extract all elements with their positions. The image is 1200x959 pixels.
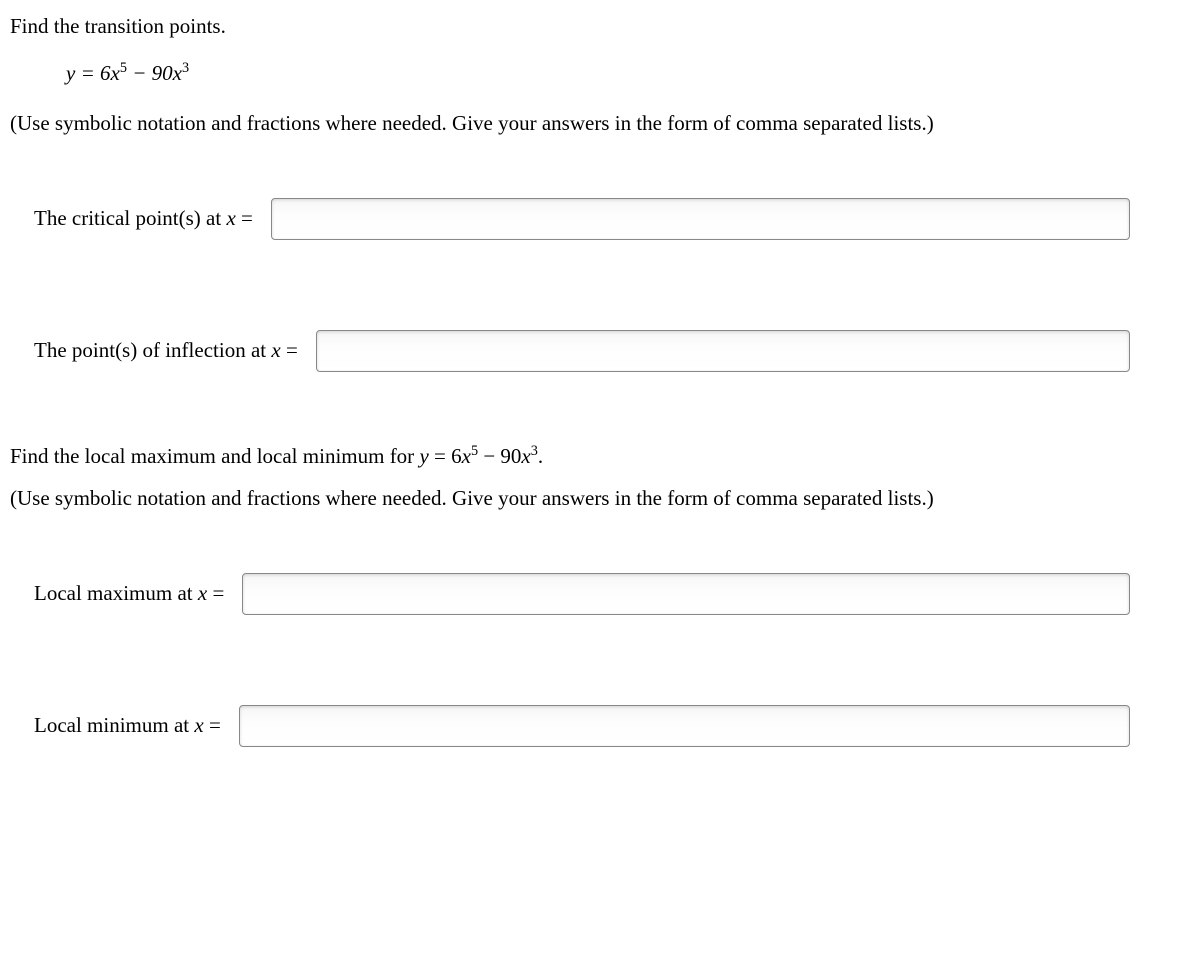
local-minimum-label: Local minimum at x = <box>34 711 221 740</box>
local-minimum-row: Local minimum at x = <box>34 705 1190 747</box>
section2-instruction: (Use symbolic notation and fractions whe… <box>10 484 1190 513</box>
local-maximum-label: Local maximum at x = <box>34 579 224 608</box>
inflection-points-input[interactable] <box>316 330 1130 372</box>
inflection-points-row: The point(s) of inflection at x = <box>34 330 1190 372</box>
section1-equation: y = 6x5 − 90x3 <box>66 59 1190 88</box>
local-maximum-row: Local maximum at x = <box>34 573 1190 615</box>
section2-prompt: Find the local maximum and local minimum… <box>10 442 1190 471</box>
critical-points-label: The critical point(s) at x = <box>34 204 253 233</box>
section1-instruction: (Use symbolic notation and fractions whe… <box>10 109 1190 138</box>
critical-points-row: The critical point(s) at x = <box>34 198 1190 240</box>
local-minimum-input[interactable] <box>239 705 1130 747</box>
critical-points-input[interactable] <box>271 198 1130 240</box>
inflection-points-label: The point(s) of inflection at x = <box>34 336 298 365</box>
local-maximum-input[interactable] <box>242 573 1130 615</box>
section1-prompt: Find the transition points. <box>10 12 1190 41</box>
